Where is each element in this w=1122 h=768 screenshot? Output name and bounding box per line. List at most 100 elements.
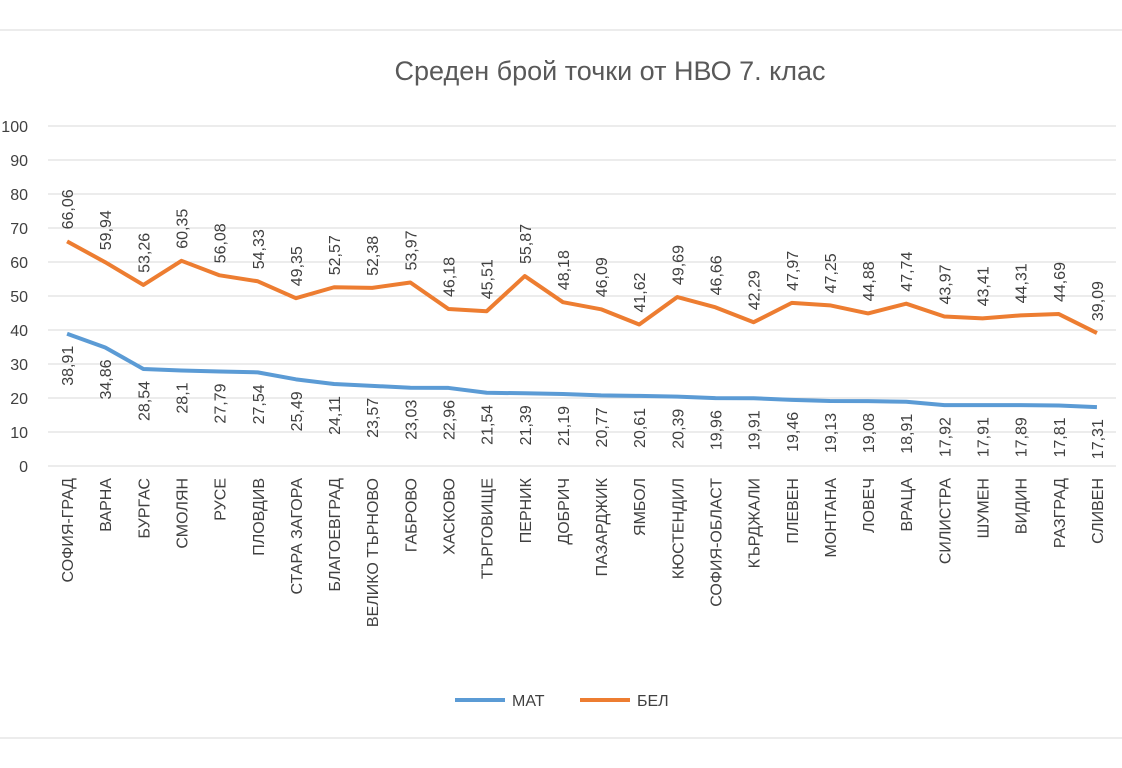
- y-tick-label: 10: [10, 425, 28, 442]
- data-label: 19,91: [747, 410, 764, 450]
- data-label: 60,35: [175, 209, 192, 249]
- data-label: 27,79: [213, 383, 230, 423]
- data-label: 17,92: [937, 417, 954, 457]
- legend-label: БЕЛ: [637, 693, 669, 710]
- data-label: 44,69: [1052, 262, 1069, 302]
- y-tick-label: 30: [10, 357, 28, 374]
- x-tick-label: СЛИВЕН: [1090, 478, 1107, 544]
- x-tick-label: ВИДИН: [1014, 478, 1031, 534]
- y-tick-label: 50: [10, 289, 28, 306]
- data-label: 21,54: [480, 405, 497, 445]
- y-tick-label: 40: [10, 323, 28, 340]
- x-tick-label: ВЕЛИКО ТЪРНОВО: [365, 478, 382, 627]
- data-label: 34,86: [98, 359, 115, 399]
- data-label: 47,25: [823, 253, 840, 293]
- data-label: 19,08: [861, 413, 878, 453]
- data-label: 20,61: [632, 408, 649, 448]
- data-label: 17,91: [976, 417, 993, 457]
- y-tick-label: 70: [10, 221, 28, 238]
- x-tick-label: КЮСТЕНДИЛ: [670, 478, 687, 579]
- y-tick-label: 60: [10, 255, 28, 272]
- data-label: 53,26: [136, 233, 153, 273]
- data-label: 52,57: [327, 235, 344, 275]
- x-tick-label: ЯМБОЛ: [632, 478, 649, 536]
- data-label: 45,51: [480, 259, 497, 299]
- series-line: [66, 331, 1098, 410]
- y-tick-label: 80: [10, 187, 28, 204]
- data-label: 17,89: [1014, 417, 1031, 457]
- y-tick-label: 90: [10, 153, 28, 170]
- x-tick-label: КЪРДЖАЛИ: [747, 478, 764, 568]
- x-tick-label: СОФИЯ-ГРАД: [60, 478, 77, 583]
- data-label: 23,03: [403, 400, 420, 440]
- x-tick-label: РУСЕ: [213, 478, 230, 521]
- x-tick-label: ТЪРГОВИЩЕ: [480, 478, 497, 579]
- data-label: 28,54: [136, 381, 153, 421]
- x-tick-label: ДОБРИЧ: [556, 478, 573, 545]
- data-label: 17,31: [1090, 419, 1107, 459]
- data-label: 28,1: [175, 382, 192, 413]
- data-label: 53,97: [403, 230, 420, 270]
- x-tick-label: ШУМЕН: [976, 478, 993, 538]
- data-label: 46,18: [442, 257, 459, 297]
- x-tick-label: СИЛИСТРА: [937, 478, 954, 564]
- data-label: 44,31: [1014, 263, 1031, 303]
- x-tick-label: ПЛЕВЕН: [785, 478, 802, 544]
- data-label: 39,09: [1090, 281, 1107, 321]
- data-label: 38,91: [60, 346, 77, 386]
- data-label: 19,13: [823, 413, 840, 453]
- x-tick-label: СТАРА ЗАГОРА: [289, 478, 306, 595]
- data-label: 66,06: [60, 189, 77, 229]
- x-tick-label: МОНТАНА: [823, 478, 840, 558]
- y-tick-label: 20: [10, 391, 28, 408]
- x-tick-label: БЛАГОЕВГРАД: [327, 478, 344, 592]
- x-tick-label: ГАБРОВО: [403, 478, 420, 552]
- data-label: 18,91: [899, 414, 916, 454]
- x-tick-label: ПЕРНИК: [518, 477, 535, 543]
- data-label: 54,33: [251, 229, 268, 269]
- x-tick-label: СОФИЯ-ОБЛАСТ: [709, 478, 726, 607]
- x-tick-label: РАЗГРАД: [1052, 478, 1069, 548]
- data-label: 48,18: [556, 250, 573, 290]
- data-label: 46,09: [594, 257, 611, 297]
- data-label: 19,96: [709, 410, 726, 450]
- data-label: 43,41: [976, 266, 993, 306]
- data-label: 49,69: [670, 245, 687, 285]
- data-label: 49,35: [289, 246, 306, 286]
- data-label: 25,49: [289, 391, 306, 431]
- data-label: 24,11: [327, 396, 344, 435]
- y-tick-label: 100: [1, 119, 28, 136]
- x-tick-label: СМОЛЯН: [175, 478, 192, 549]
- data-label: 21,19: [556, 406, 573, 446]
- data-label: 19,46: [785, 412, 802, 452]
- series-line: [66, 239, 1098, 335]
- x-tick-label: ВРАЦА: [899, 478, 916, 532]
- data-label: 55,87: [518, 224, 535, 264]
- data-label: 20,77: [594, 407, 611, 447]
- y-tick-label: 0: [19, 459, 28, 476]
- data-label: 47,97: [785, 251, 802, 291]
- data-label: 43,97: [937, 264, 954, 304]
- data-label: 27,54: [251, 384, 268, 424]
- x-tick-label: ЛОВЕЧ: [861, 478, 878, 533]
- x-tick-label: ХАСКОВО: [442, 478, 459, 555]
- data-label: 46,66: [709, 255, 726, 295]
- data-label: 59,94: [98, 210, 115, 250]
- data-label: 20,39: [670, 409, 687, 449]
- chart-title: Среден брой точки от НВО 7. клас: [395, 56, 826, 86]
- data-label: 23,57: [365, 398, 382, 438]
- data-label: 22,96: [442, 400, 459, 440]
- data-label: 52,38: [365, 236, 382, 276]
- x-tick-label: ПАЗАРДЖИК: [594, 477, 611, 576]
- data-label: 17,81: [1052, 417, 1069, 457]
- data-label: 41,62: [632, 272, 649, 312]
- data-label: 56,08: [213, 223, 230, 263]
- x-tick-label: ВАРНА: [98, 478, 115, 532]
- data-label: 47,74: [899, 252, 916, 292]
- x-tick-label: ПЛОВДИВ: [251, 478, 268, 556]
- x-tick-label: БУРГАС: [136, 478, 153, 538]
- data-label: 42,29: [747, 270, 764, 310]
- data-label: 21,39: [518, 405, 535, 445]
- legend-label: МАТ: [512, 693, 545, 710]
